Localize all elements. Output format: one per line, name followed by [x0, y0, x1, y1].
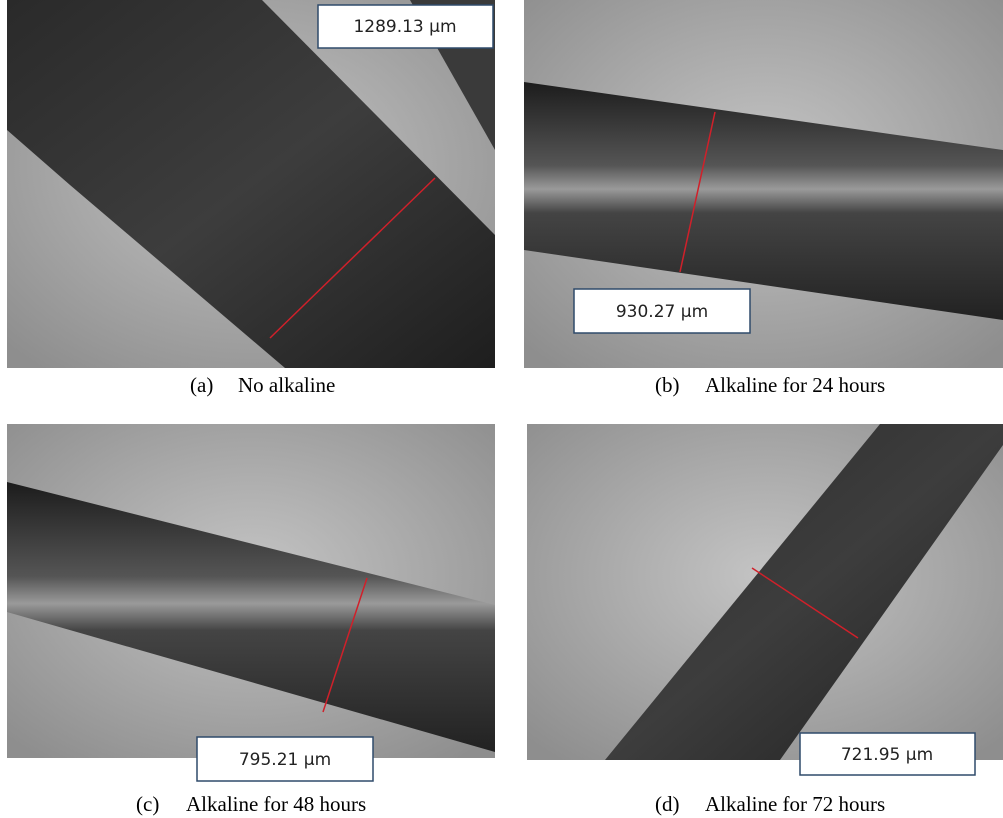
measurement: 930.27 µm [616, 302, 708, 322]
panel-label: (b) [655, 373, 680, 397]
panel-caption: Alkaline for 48 hours [186, 792, 366, 816]
panel-caption: Alkaline for 72 hours [705, 792, 885, 816]
measurement: 721.95 µm [841, 745, 933, 765]
panel-label: (d) [655, 792, 680, 816]
panel-label: (c) [136, 792, 159, 816]
micrograph-c [7, 424, 495, 758]
figure: 1289.13 µm 930.27 µm 795.21 µm 721.95 µm… [0, 0, 1003, 818]
panel-label: (a) [190, 373, 213, 397]
panel-caption: Alkaline for 24 hours [705, 373, 885, 397]
micrograph-a [7, 0, 495, 368]
micrograph-d [527, 424, 1003, 760]
measurement: 1289.13 µm [353, 17, 456, 37]
panel-caption: No alkaline [238, 373, 335, 397]
measurement: 795.21 µm [239, 750, 331, 770]
